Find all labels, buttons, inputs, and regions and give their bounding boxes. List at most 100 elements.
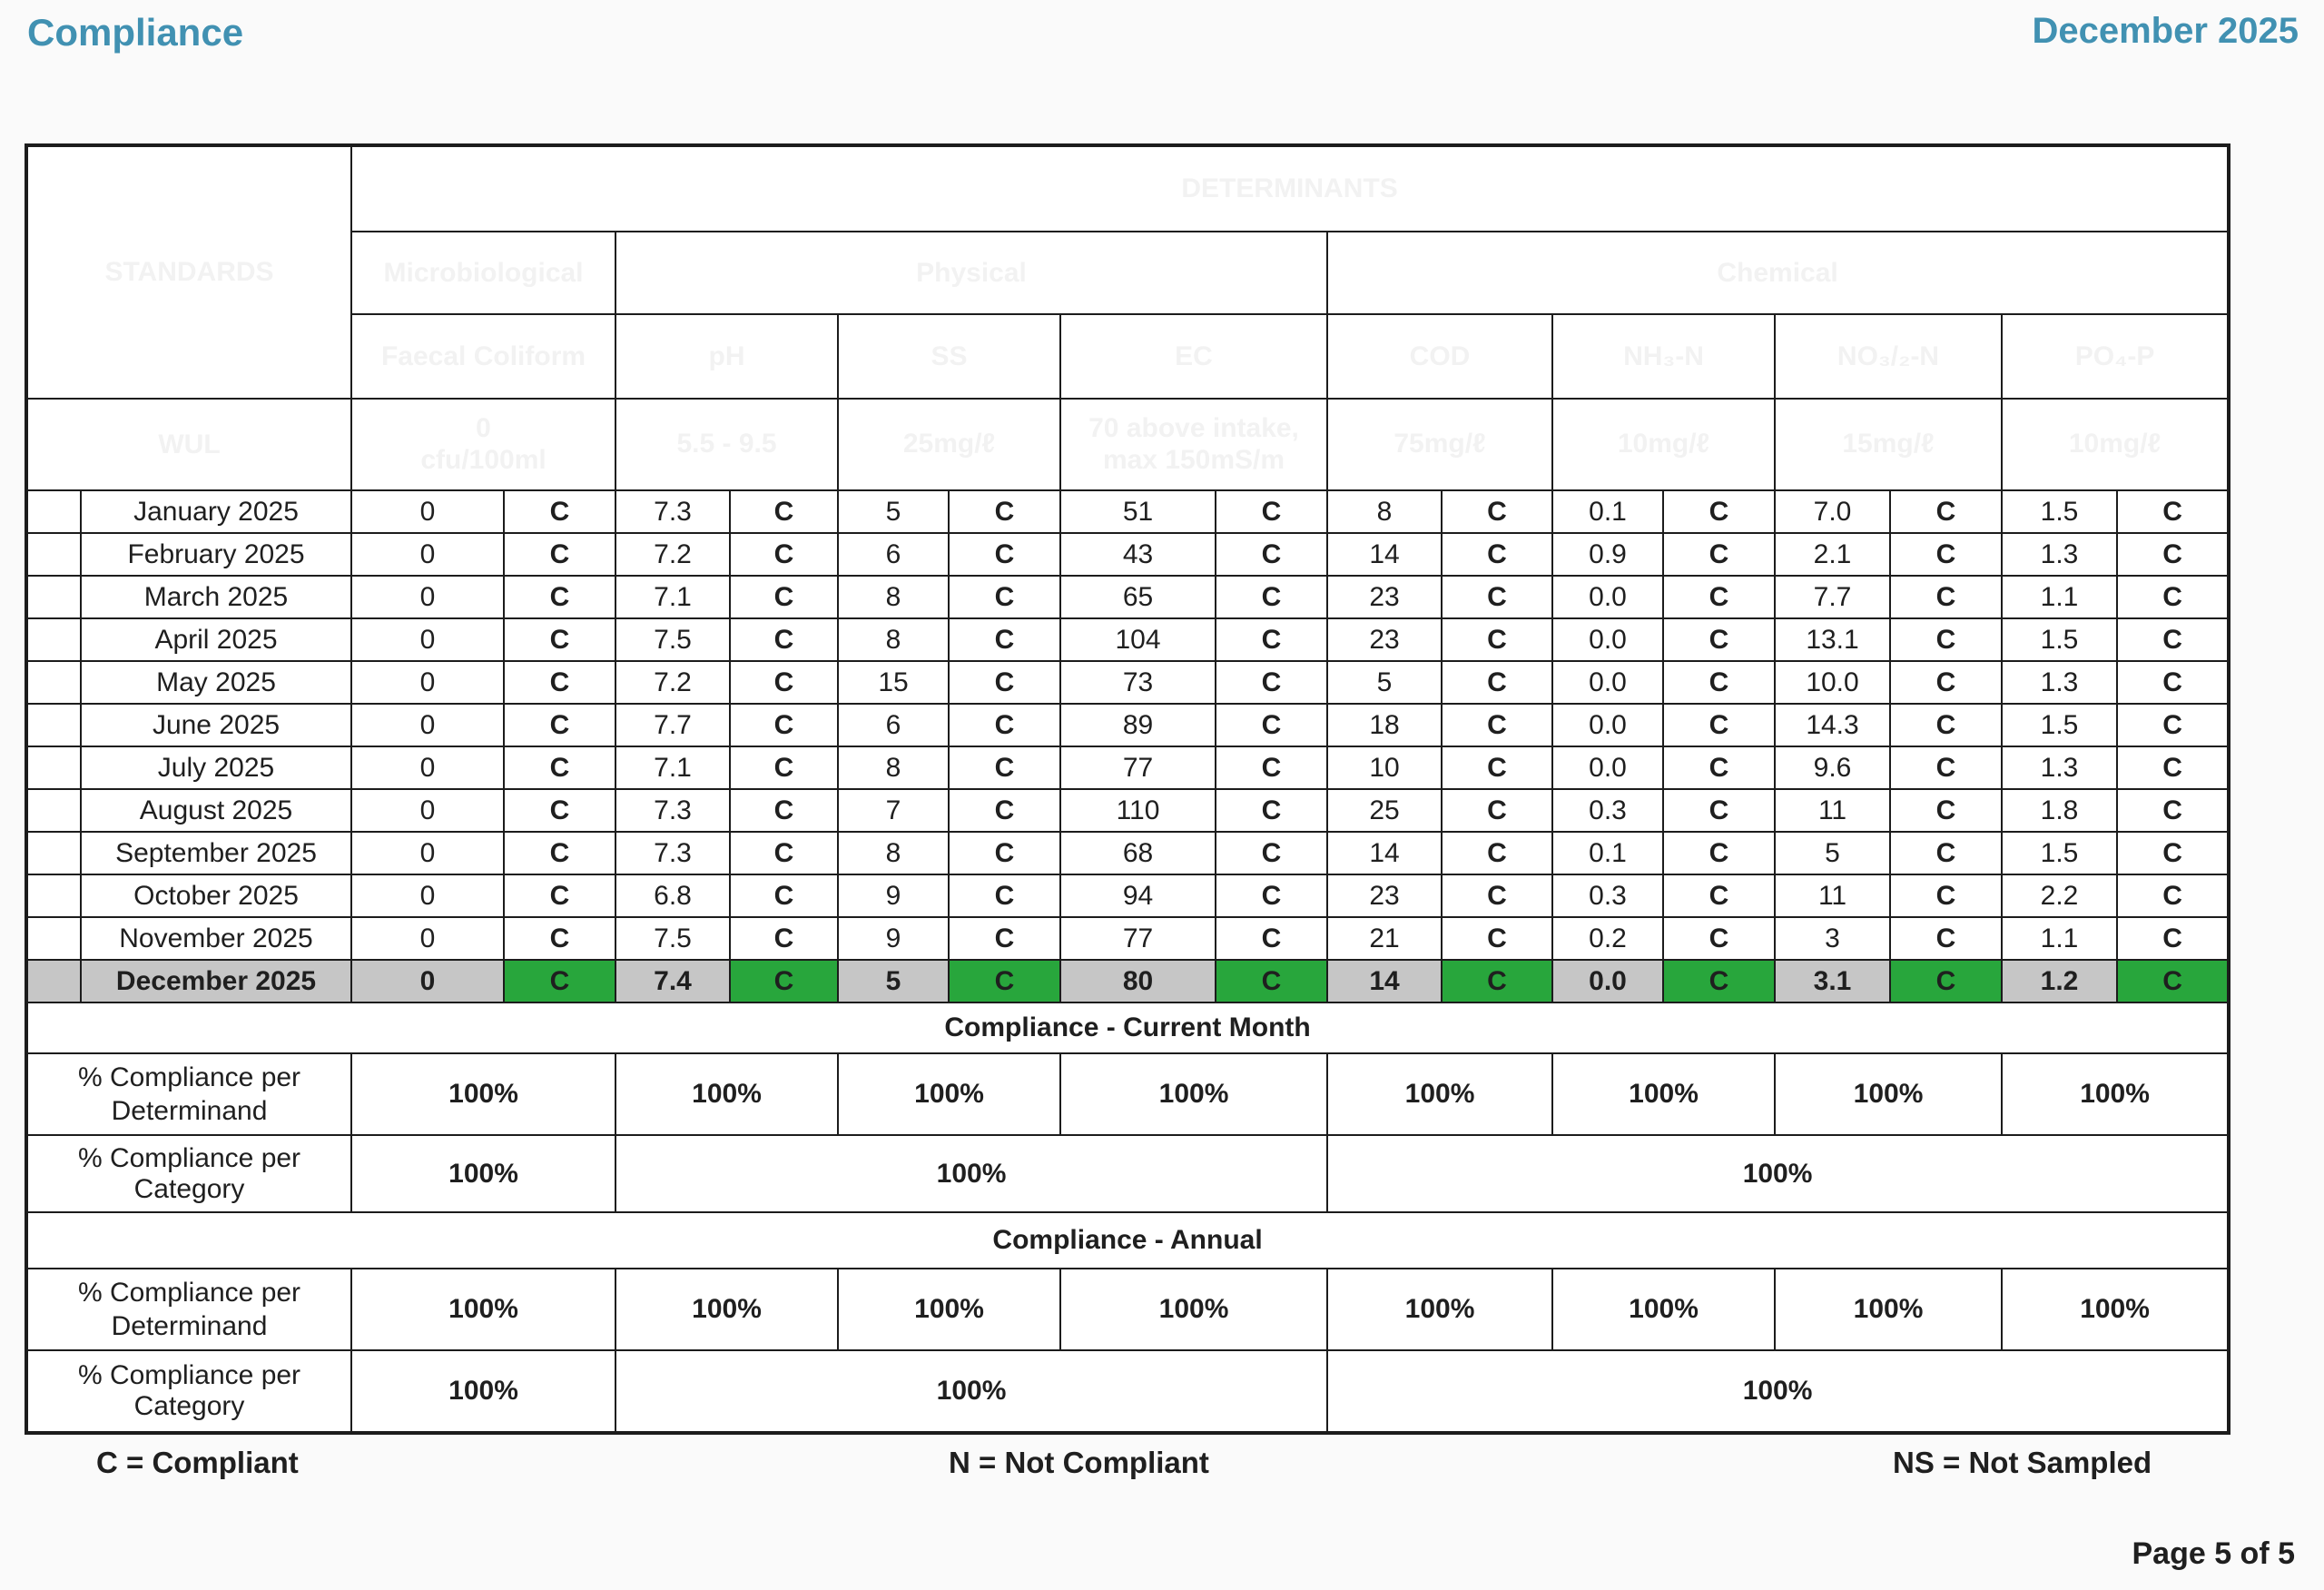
determinants-header: DETERMINANTS xyxy=(350,144,2230,232)
status-cell: C xyxy=(1662,959,1777,1003)
value-cell: 6.8 xyxy=(615,874,732,918)
status-cell: C xyxy=(1889,874,2004,918)
determinand-compliance-value: 100% xyxy=(837,1268,1062,1351)
determinant-header: COD xyxy=(1326,313,1554,400)
status-cell: C xyxy=(503,788,617,833)
status-cell: C xyxy=(1215,874,1329,918)
month-label: October 2025 xyxy=(79,874,353,918)
value-cell: 7.2 xyxy=(615,660,732,705)
month-label: September 2025 xyxy=(79,831,353,875)
value-cell: 0 xyxy=(350,660,506,705)
determinand-compliance-value: 100% xyxy=(1551,1268,1777,1351)
value-cell: 8 xyxy=(837,575,950,619)
status-cell: C xyxy=(1889,746,2004,790)
status-cell: C xyxy=(503,703,617,747)
value-cell: 3 xyxy=(1774,916,1892,961)
value-cell: 9 xyxy=(837,874,950,918)
row-spacer xyxy=(25,874,82,918)
wul-limit: 10mg/ℓ xyxy=(1551,398,1777,491)
determinand-compliance-label: % Compliance per Determinand xyxy=(25,1052,353,1136)
row-spacer xyxy=(25,575,82,619)
value-cell: 77 xyxy=(1059,916,1217,961)
page-title: Compliance xyxy=(27,11,244,54)
status-cell: C xyxy=(1441,489,1554,534)
value-cell: 9 xyxy=(837,916,950,961)
status-cell: C xyxy=(1662,660,1777,705)
status-cell: C xyxy=(1889,575,2004,619)
determinand-compliance-value: 100% xyxy=(2001,1268,2230,1351)
value-cell: 8 xyxy=(1326,489,1443,534)
determinand-compliance-value: 100% xyxy=(1326,1268,1554,1351)
determinand-compliance-value: 100% xyxy=(1774,1268,2004,1351)
status-cell: C xyxy=(1215,788,1329,833)
status-cell: C xyxy=(2116,959,2230,1003)
value-cell: 1.5 xyxy=(2001,489,2119,534)
determinant-header: Faecal Coliform xyxy=(350,313,617,400)
compliance-table: STANDARDS DETERMINANTS Microbiological Phys… xyxy=(25,143,2231,1435)
value-cell: 43 xyxy=(1059,532,1217,577)
status-cell: C xyxy=(729,532,840,577)
value-cell: 1.5 xyxy=(2001,703,2119,747)
value-cell: 8 xyxy=(837,831,950,875)
status-cell: C xyxy=(948,916,1062,961)
determinand-compliance-value: 100% xyxy=(350,1268,617,1351)
status-cell: C xyxy=(1662,617,1777,662)
wul-limit: 5.5 - 9.5 xyxy=(615,398,840,491)
status-cell: C xyxy=(1441,660,1554,705)
value-cell: 7 xyxy=(837,788,950,833)
status-cell: C xyxy=(2116,746,2230,790)
value-cell: 110 xyxy=(1059,788,1217,833)
status-cell: C xyxy=(1215,916,1329,961)
category-header-physical: Physical xyxy=(615,231,1329,315)
status-cell: C xyxy=(1441,532,1554,577)
row-spacer xyxy=(25,660,82,705)
status-cell: C xyxy=(1441,831,1554,875)
status-cell: C xyxy=(1441,916,1554,961)
row-spacer xyxy=(25,746,82,790)
status-cell: C xyxy=(2116,489,2230,534)
compliance-band: Compliance - Annual xyxy=(25,1211,2230,1269)
value-cell: 6 xyxy=(837,703,950,747)
value-cell: 5 xyxy=(837,489,950,534)
status-cell: C xyxy=(1441,617,1554,662)
category-compliance-label: % Compliance per Category xyxy=(25,1349,353,1434)
month-label: July 2025 xyxy=(79,746,353,790)
status-cell: C xyxy=(2116,788,2230,833)
value-cell: 0.0 xyxy=(1551,617,1665,662)
value-cell: 51 xyxy=(1059,489,1217,534)
value-cell: 65 xyxy=(1059,575,1217,619)
status-cell: C xyxy=(503,746,617,790)
status-cell: C xyxy=(1889,489,2004,534)
status-cell: C xyxy=(2116,874,2230,918)
value-cell: 0 xyxy=(350,575,506,619)
value-cell: 13.1 xyxy=(1774,617,1892,662)
status-cell: C xyxy=(503,874,617,918)
value-cell: 18 xyxy=(1326,703,1443,747)
page-number: Page 5 of 5 xyxy=(2132,1536,2295,1571)
status-cell: C xyxy=(1889,617,2004,662)
value-cell: 7.5 xyxy=(615,617,732,662)
wul-limit: 15mg/ℓ xyxy=(1774,398,2004,491)
status-cell: C xyxy=(503,959,617,1003)
status-cell: C xyxy=(1662,575,1777,619)
status-cell: C xyxy=(729,703,840,747)
status-cell: C xyxy=(1441,703,1554,747)
value-cell: 1.8 xyxy=(2001,788,2119,833)
status-cell: C xyxy=(1215,532,1329,577)
value-cell: 0 xyxy=(350,746,506,790)
status-cell: C xyxy=(729,746,840,790)
status-cell: C xyxy=(2116,617,2230,662)
status-cell: C xyxy=(503,489,617,534)
value-cell: 5 xyxy=(1326,660,1443,705)
value-cell: 7.7 xyxy=(1774,575,1892,619)
value-cell: 1.5 xyxy=(2001,617,2119,662)
status-cell: C xyxy=(1662,788,1777,833)
standards-header: STANDARDS xyxy=(25,144,353,400)
value-cell: 11 xyxy=(1774,874,1892,918)
value-cell: 1.1 xyxy=(2001,916,2119,961)
value-cell: 8 xyxy=(837,617,950,662)
value-cell: 7.4 xyxy=(615,959,732,1003)
status-cell: C xyxy=(948,575,1062,619)
determinand-compliance-value: 100% xyxy=(615,1268,840,1351)
status-cell: C xyxy=(948,617,1062,662)
